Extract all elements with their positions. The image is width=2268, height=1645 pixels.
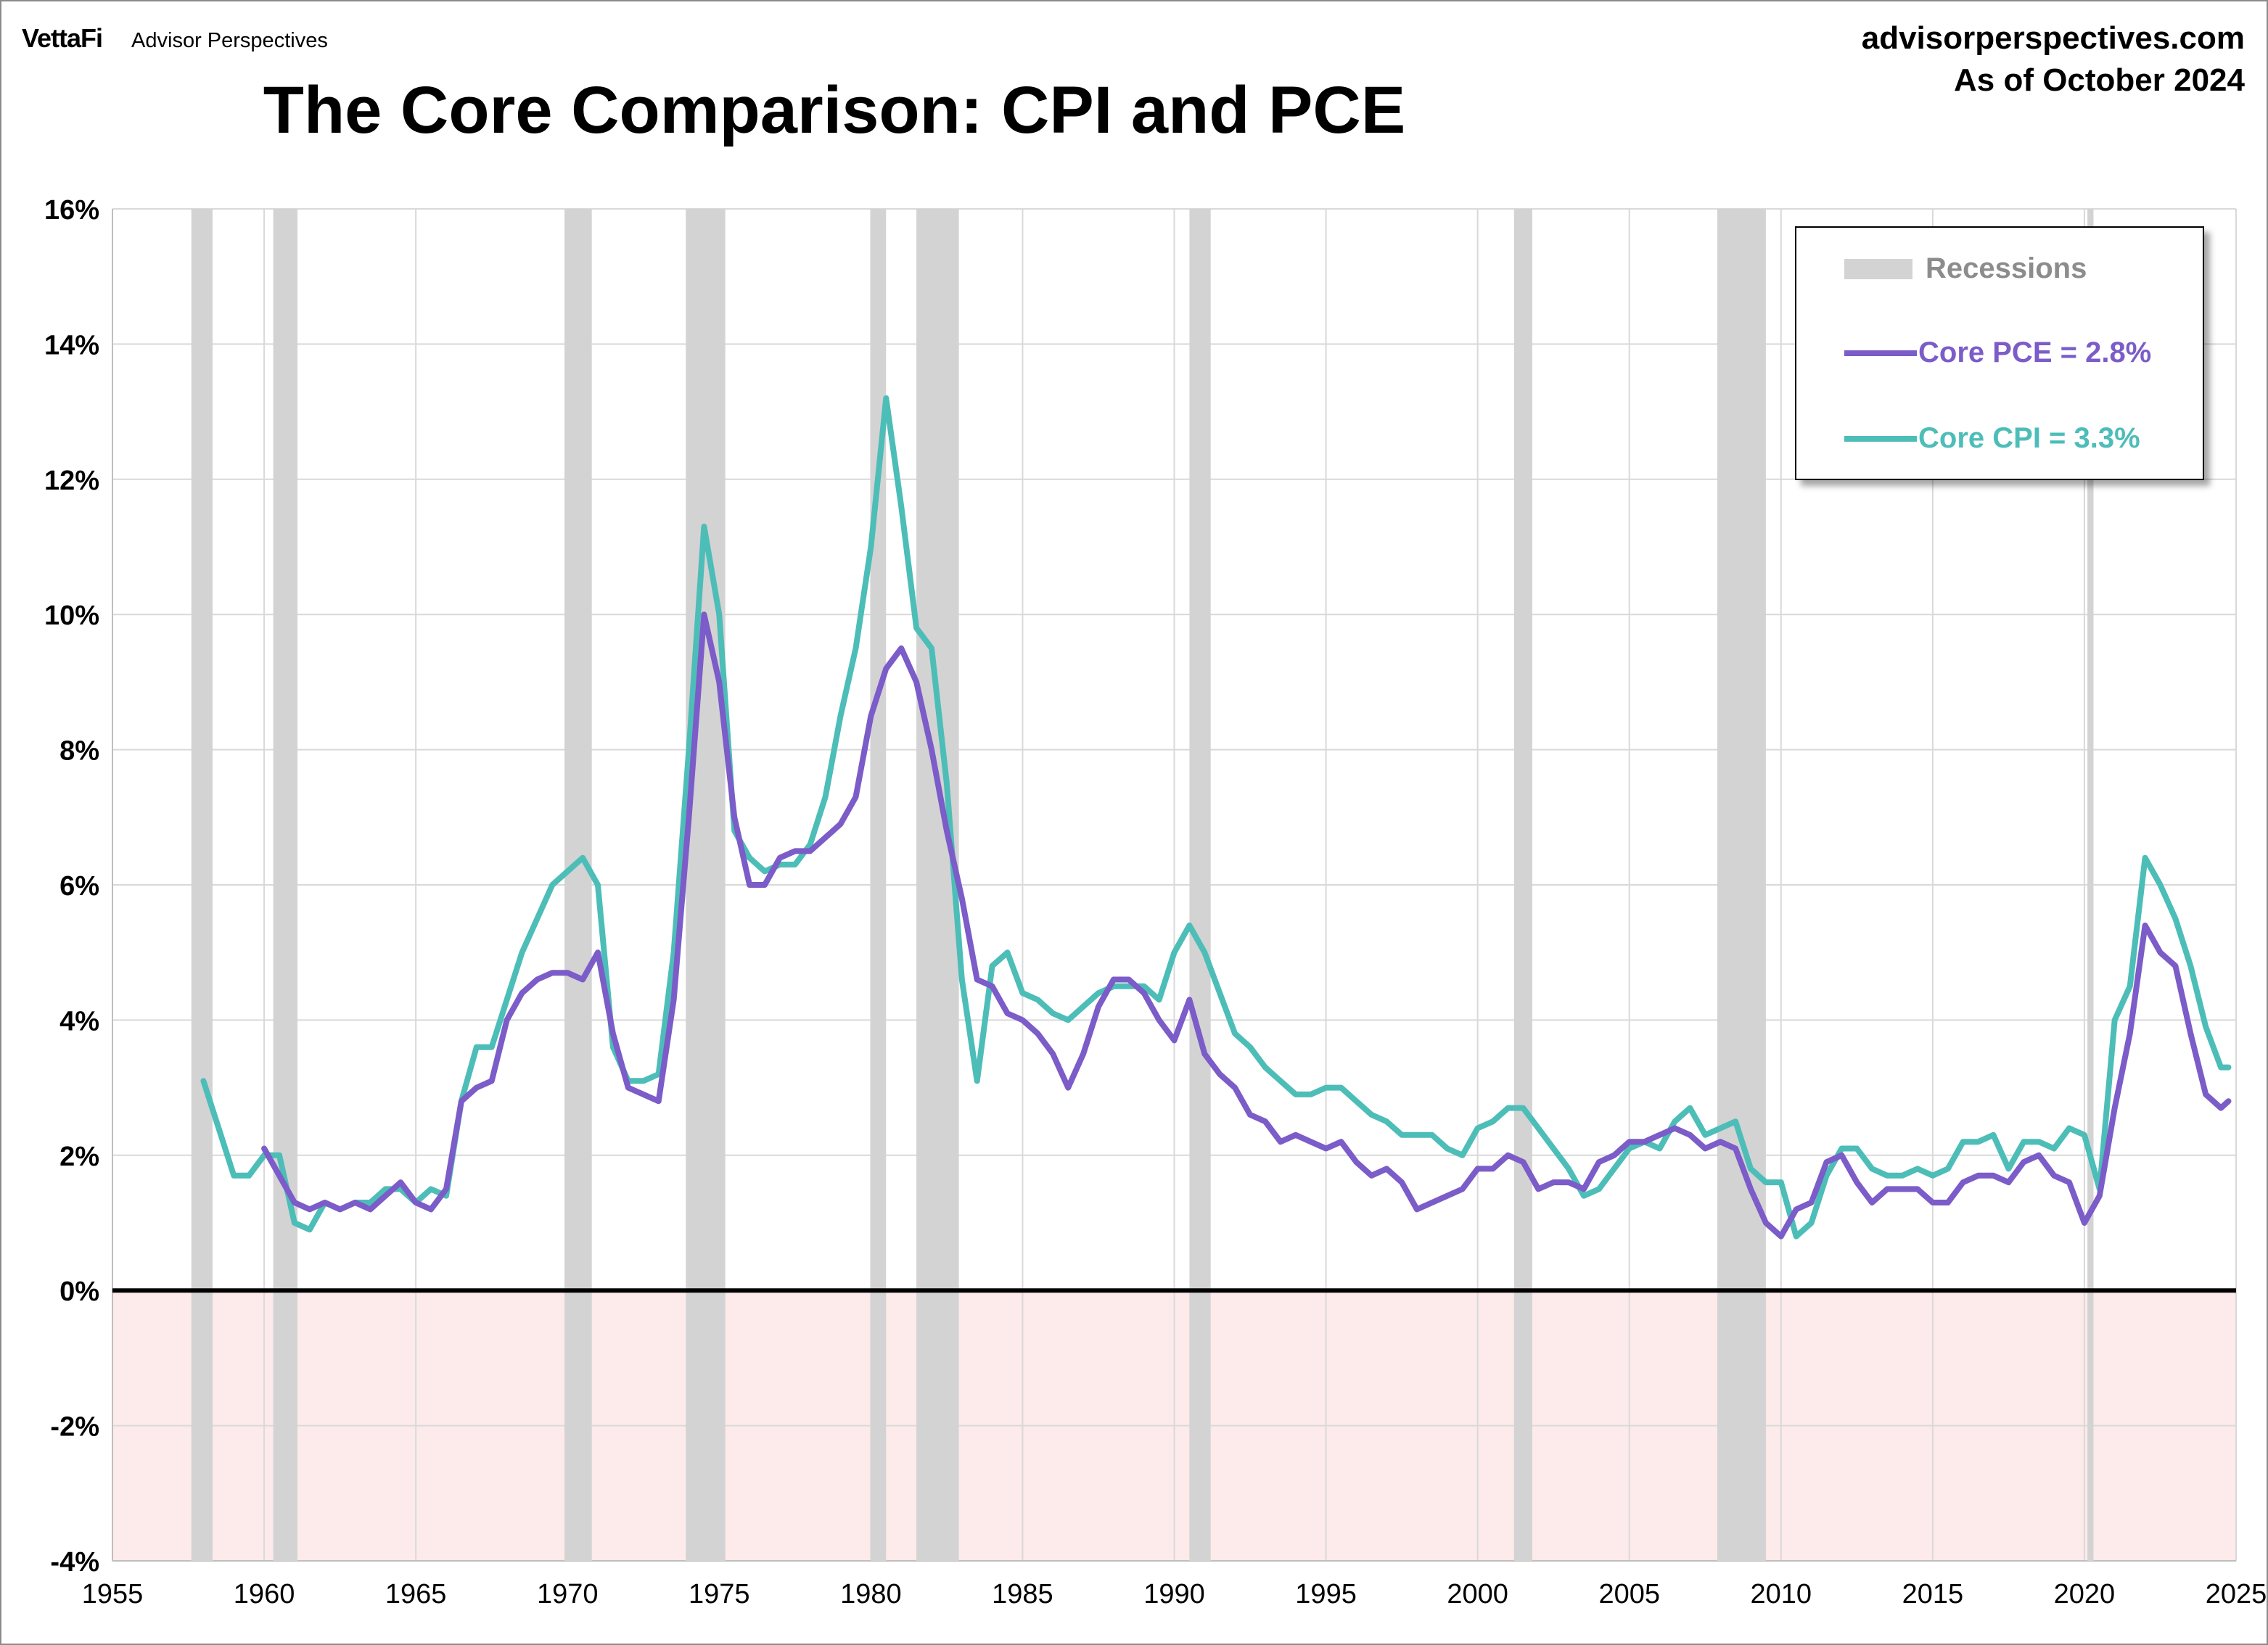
x-tick-label: 1955 bbox=[82, 1579, 144, 1609]
recession-band bbox=[1717, 209, 1766, 1561]
legend-item-cpi: Core CPI = 3.3% bbox=[1844, 422, 2140, 455]
brand-subtitle: Advisor Perspectives bbox=[131, 29, 328, 52]
x-tick-label: 1975 bbox=[689, 1579, 750, 1609]
y-tick-label: 8% bbox=[59, 736, 99, 767]
x-tick-label: 1960 bbox=[234, 1579, 295, 1609]
x-tick-label: 1970 bbox=[537, 1579, 599, 1609]
x-tick-label: 1985 bbox=[992, 1579, 1053, 1609]
y-tick-label: -4% bbox=[50, 1547, 99, 1578]
recession-band bbox=[191, 209, 213, 1561]
grid-lines bbox=[112, 208, 2237, 1562]
y-tick-label: 12% bbox=[44, 466, 99, 496]
y-tick-label: 6% bbox=[59, 871, 99, 902]
x-tick-label: 1990 bbox=[1143, 1579, 1205, 1609]
recession-swatch bbox=[1844, 258, 1912, 279]
site-url: advisorperspectives.com bbox=[1861, 20, 2245, 56]
x-tick-labels: 1955 1960 1965 1970 1975 1980 1985 1990 1995 2000… bbox=[82, 1579, 2267, 1609]
x-tick-label: 1980 bbox=[840, 1579, 902, 1609]
y-tick-label: 10% bbox=[44, 601, 99, 631]
site-info: advisorperspectives.com As of October 20… bbox=[1862, 17, 2245, 102]
y-tick-label: 2% bbox=[59, 1142, 99, 1172]
y-tick-label: 0% bbox=[59, 1277, 99, 1307]
recession-band bbox=[2087, 209, 2094, 1561]
recession-band bbox=[686, 209, 726, 1561]
as-of-date: As of October 2024 bbox=[1953, 62, 2245, 98]
recession-band bbox=[273, 209, 298, 1561]
x-tick-label: 2010 bbox=[1751, 1579, 1812, 1609]
legend-item-recessions: Recessions bbox=[1844, 252, 2087, 285]
y-tick-labels: 16% 14% 12% 10% 8% 6% 4% 2% 0% -2% -4% bbox=[44, 195, 99, 1578]
x-tick-label: 2005 bbox=[1598, 1579, 1660, 1609]
y-tick-label: 4% bbox=[59, 1006, 99, 1036]
x-tick-label: 1965 bbox=[385, 1579, 447, 1609]
y-tick-label: 16% bbox=[44, 195, 99, 226]
recession-band bbox=[1189, 209, 1211, 1561]
chart-title: The Core Comparison: CPI and PCE bbox=[263, 73, 1406, 147]
brand: VettaFi Advisor Perspectives bbox=[22, 23, 328, 54]
core-pce-line bbox=[261, 611, 2232, 1240]
x-tick-label: 2015 bbox=[1902, 1579, 1964, 1609]
legend-item-pce: Core PCE = 2.8% bbox=[1844, 337, 2151, 369]
recession-band bbox=[1513, 209, 1532, 1561]
x-tick-label: 2025 bbox=[2206, 1579, 2267, 1609]
x-tick-label: 2020 bbox=[2054, 1579, 2116, 1609]
legend-label-recessions: Recessions bbox=[1926, 252, 2087, 284]
legend-label-pce: Core PCE = 2.8% bbox=[1918, 337, 2152, 368]
x-tick-label: 1995 bbox=[1295, 1579, 1357, 1609]
cpi-swatch bbox=[1844, 435, 1917, 442]
y-tick-label: -2% bbox=[50, 1412, 99, 1443]
vettafi-logo: VettaFi bbox=[22, 23, 103, 53]
y-tick-label: 14% bbox=[44, 330, 99, 360]
recession-bands bbox=[191, 209, 2094, 1561]
pce-swatch bbox=[1844, 350, 1917, 356]
x-tick-label: 2000 bbox=[1447, 1579, 1508, 1609]
core-cpi-line bbox=[200, 395, 2232, 1240]
recession-band bbox=[871, 209, 887, 1561]
series-lines bbox=[200, 395, 2232, 1240]
recession-band bbox=[564, 209, 592, 1561]
legend: Recessions Core PCE = 2.8% Core CPI = 3.… bbox=[1795, 226, 2204, 480]
legend-label-cpi: Core CPI = 3.3% bbox=[1918, 422, 2140, 454]
